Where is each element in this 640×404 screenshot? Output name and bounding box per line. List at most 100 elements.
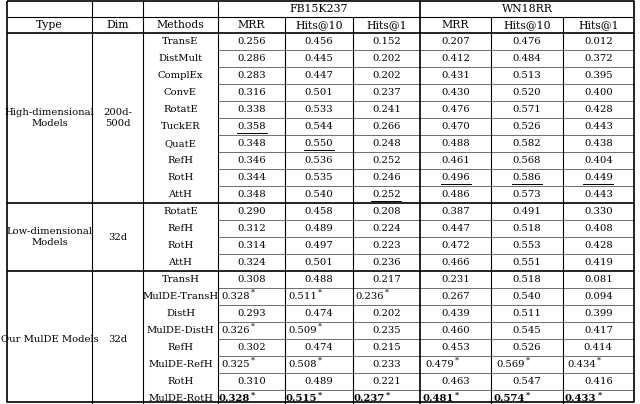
Text: 0.316: 0.316 — [237, 88, 266, 97]
Text: MulDE-RotH: MulDE-RotH — [148, 394, 213, 403]
Text: 0.489: 0.489 — [305, 377, 333, 386]
Text: 0.408: 0.408 — [584, 224, 612, 233]
Text: 0.431: 0.431 — [441, 71, 470, 80]
Text: *: * — [526, 391, 530, 399]
Text: 0.458: 0.458 — [305, 207, 333, 216]
Text: 0.461: 0.461 — [442, 156, 470, 165]
Text: 0.443: 0.443 — [584, 122, 612, 131]
Text: 0.434: 0.434 — [568, 360, 596, 369]
Text: RefH: RefH — [168, 156, 193, 165]
Text: 0.540: 0.540 — [305, 190, 333, 199]
Text: 0.484: 0.484 — [513, 54, 541, 63]
Text: 0.535: 0.535 — [305, 173, 333, 182]
Text: Type: Type — [36, 20, 63, 30]
Text: 0.470: 0.470 — [442, 122, 470, 131]
Text: *: * — [385, 391, 390, 399]
Text: 0.330: 0.330 — [584, 207, 612, 216]
Text: Low-dimensional
Models: Low-dimensional Models — [6, 227, 93, 247]
Text: *: * — [251, 357, 255, 365]
Text: 0.433: 0.433 — [565, 394, 596, 403]
Text: 32d: 32d — [108, 335, 127, 343]
Text: 0.511: 0.511 — [288, 292, 317, 301]
Text: MRR: MRR — [442, 20, 469, 30]
Text: 0.221: 0.221 — [372, 377, 401, 386]
Text: DistH: DistH — [166, 309, 195, 318]
Text: 0.202: 0.202 — [372, 54, 401, 63]
Text: 0.217: 0.217 — [372, 275, 401, 284]
Text: 0.224: 0.224 — [372, 224, 401, 233]
Text: 0.582: 0.582 — [513, 139, 541, 148]
Text: 0.488: 0.488 — [305, 275, 333, 284]
Text: RotH: RotH — [168, 241, 194, 250]
Text: 200d-
500d: 200d- 500d — [103, 108, 132, 128]
Text: 0.526: 0.526 — [513, 122, 541, 131]
Text: 0.207: 0.207 — [442, 37, 470, 46]
Text: RotH: RotH — [168, 377, 194, 386]
Text: 0.387: 0.387 — [442, 207, 470, 216]
Text: RefH: RefH — [168, 343, 193, 352]
Text: 0.445: 0.445 — [305, 54, 333, 63]
Text: 0.496: 0.496 — [442, 173, 470, 182]
Text: MulDE-DistH: MulDE-DistH — [147, 326, 214, 335]
Text: 0.325: 0.325 — [221, 360, 250, 369]
Text: *: * — [251, 323, 255, 331]
Text: Hits@1: Hits@1 — [578, 20, 619, 30]
Text: 0.520: 0.520 — [513, 88, 541, 97]
Text: 0.460: 0.460 — [442, 326, 470, 335]
Text: 0.479: 0.479 — [425, 360, 454, 369]
Text: 0.404: 0.404 — [584, 156, 612, 165]
Text: 0.533: 0.533 — [305, 105, 333, 114]
Text: WN18RR: WN18RR — [502, 4, 552, 14]
Text: 0.456: 0.456 — [305, 37, 333, 46]
Text: 0.463: 0.463 — [442, 377, 470, 386]
Text: 0.447: 0.447 — [441, 224, 470, 233]
Text: 0.235: 0.235 — [372, 326, 401, 335]
Text: 0.573: 0.573 — [513, 190, 541, 199]
Text: 0.536: 0.536 — [305, 156, 333, 165]
Text: 0.551: 0.551 — [513, 258, 541, 267]
Text: 0.094: 0.094 — [584, 292, 612, 301]
Text: 0.453: 0.453 — [442, 343, 470, 352]
Text: 0.476: 0.476 — [513, 37, 541, 46]
Text: 0.447: 0.447 — [305, 71, 333, 80]
Text: 0.474: 0.474 — [305, 309, 333, 318]
Text: 0.472: 0.472 — [442, 241, 470, 250]
Text: 0.449: 0.449 — [584, 173, 612, 182]
Text: *: * — [318, 357, 322, 365]
Text: Hits@10: Hits@10 — [503, 20, 551, 30]
Text: 0.236: 0.236 — [356, 292, 385, 301]
Text: 0.241: 0.241 — [372, 105, 401, 114]
Text: TransH: TransH — [161, 275, 200, 284]
Text: 0.438: 0.438 — [584, 139, 612, 148]
Text: Dim: Dim — [106, 20, 129, 30]
Text: 0.236: 0.236 — [372, 258, 401, 267]
Text: 0.152: 0.152 — [372, 37, 401, 46]
Text: 0.544: 0.544 — [305, 122, 333, 131]
Text: 0.237: 0.237 — [353, 394, 385, 403]
Text: 0.586: 0.586 — [513, 173, 541, 182]
Text: 0.550: 0.550 — [305, 139, 333, 148]
Text: 0.414: 0.414 — [584, 343, 613, 352]
Text: 0.310: 0.310 — [237, 377, 266, 386]
Text: *: * — [251, 289, 255, 297]
Text: *: * — [318, 391, 322, 399]
Text: 0.513: 0.513 — [513, 71, 541, 80]
Text: Our MulDE Models: Our MulDE Models — [1, 335, 99, 343]
Text: High-dimensional
Models: High-dimensional Models — [4, 108, 94, 128]
Text: RotH: RotH — [168, 173, 194, 182]
Text: 0.476: 0.476 — [442, 105, 470, 114]
Text: 0.547: 0.547 — [513, 377, 541, 386]
Text: Hits@1: Hits@1 — [366, 20, 406, 30]
Text: 0.314: 0.314 — [237, 241, 266, 250]
Text: ComplEx: ComplEx — [157, 71, 204, 80]
Text: 0.481: 0.481 — [422, 394, 454, 403]
Text: 0.290: 0.290 — [237, 207, 266, 216]
Text: 0.348: 0.348 — [237, 190, 266, 199]
Text: 0.466: 0.466 — [442, 258, 470, 267]
Text: 0.569: 0.569 — [497, 360, 525, 369]
Text: 0.439: 0.439 — [442, 309, 470, 318]
Text: 0.474: 0.474 — [305, 343, 333, 352]
Text: AttH: AttH — [168, 190, 193, 199]
Text: MulDE-RefH: MulDE-RefH — [148, 360, 213, 369]
Text: 0.308: 0.308 — [237, 275, 266, 284]
